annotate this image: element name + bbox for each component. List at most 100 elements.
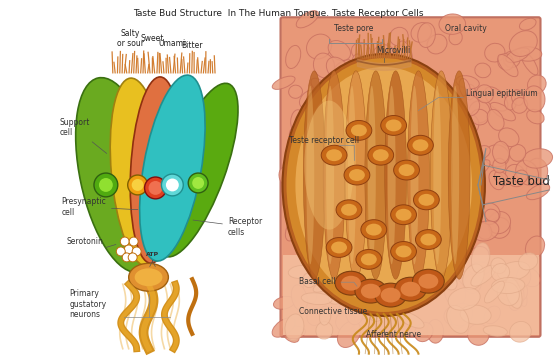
Ellipse shape [303,281,317,303]
Ellipse shape [314,53,334,78]
Ellipse shape [519,18,536,30]
Ellipse shape [527,184,550,200]
Ellipse shape [302,130,316,151]
Ellipse shape [456,113,479,135]
Ellipse shape [361,220,387,239]
Ellipse shape [483,326,507,336]
Ellipse shape [443,278,471,291]
Ellipse shape [436,93,458,118]
Ellipse shape [479,203,500,224]
Ellipse shape [326,238,352,257]
Ellipse shape [392,238,416,253]
Ellipse shape [336,266,352,285]
Ellipse shape [498,262,530,281]
Ellipse shape [94,173,118,197]
Text: Support
cell: Support cell [59,118,107,153]
Text: Basal cell: Basal cell [300,277,336,286]
Ellipse shape [296,197,316,214]
Ellipse shape [489,217,510,238]
Ellipse shape [485,87,508,111]
Ellipse shape [492,278,525,294]
Ellipse shape [415,323,433,342]
Ellipse shape [445,279,465,306]
Ellipse shape [498,54,518,77]
Ellipse shape [432,224,455,246]
Ellipse shape [367,221,391,243]
Ellipse shape [492,264,509,281]
Ellipse shape [397,149,411,164]
Ellipse shape [286,45,301,68]
Circle shape [129,237,138,246]
Ellipse shape [306,34,331,59]
Ellipse shape [285,326,305,339]
Ellipse shape [272,318,295,337]
Ellipse shape [379,207,398,223]
Ellipse shape [473,160,490,176]
Ellipse shape [367,278,390,307]
Ellipse shape [388,86,396,264]
Ellipse shape [412,269,444,293]
Ellipse shape [341,204,357,216]
Ellipse shape [320,309,331,325]
Ellipse shape [527,75,546,94]
Ellipse shape [354,255,369,270]
Ellipse shape [524,86,545,112]
Ellipse shape [420,204,446,217]
Ellipse shape [406,100,426,122]
Ellipse shape [325,260,347,277]
Ellipse shape [443,132,464,150]
Ellipse shape [429,258,444,273]
Ellipse shape [134,268,162,286]
Ellipse shape [403,282,425,308]
Ellipse shape [460,305,491,324]
Ellipse shape [413,190,439,210]
Ellipse shape [398,259,426,275]
Ellipse shape [291,285,307,311]
Ellipse shape [485,209,499,222]
Ellipse shape [516,161,538,185]
Ellipse shape [288,265,314,279]
Ellipse shape [504,95,516,110]
Ellipse shape [418,23,435,48]
Ellipse shape [464,274,481,293]
Ellipse shape [493,141,509,163]
Text: Receptor
cells: Receptor cells [193,217,262,237]
Ellipse shape [301,293,332,305]
Text: Lingual epithelium: Lingual epithelium [466,89,538,98]
Ellipse shape [509,321,531,342]
Ellipse shape [332,60,352,76]
Ellipse shape [506,165,526,187]
Ellipse shape [384,71,407,279]
Ellipse shape [377,257,399,277]
Ellipse shape [285,314,304,341]
Ellipse shape [371,229,391,249]
Ellipse shape [447,305,469,333]
Ellipse shape [327,240,349,258]
Ellipse shape [434,86,441,264]
Ellipse shape [416,105,436,129]
Ellipse shape [366,224,382,235]
Ellipse shape [361,284,381,298]
Ellipse shape [291,110,305,133]
Ellipse shape [456,76,479,89]
Ellipse shape [302,273,316,288]
Circle shape [122,253,131,262]
Ellipse shape [509,144,526,161]
Ellipse shape [381,116,407,135]
Ellipse shape [273,296,295,309]
Ellipse shape [430,154,451,175]
Text: Presynaptic
cell: Presynaptic cell [61,197,138,217]
Ellipse shape [335,312,355,331]
Ellipse shape [449,31,462,45]
Ellipse shape [306,96,333,118]
Ellipse shape [374,239,402,264]
Ellipse shape [411,23,431,42]
Ellipse shape [290,166,318,188]
Ellipse shape [439,14,465,34]
Ellipse shape [373,149,389,161]
Text: Microvilli: Microvilli [377,46,411,55]
Ellipse shape [471,265,496,286]
Ellipse shape [398,312,424,328]
Ellipse shape [338,321,360,347]
Ellipse shape [360,190,373,209]
